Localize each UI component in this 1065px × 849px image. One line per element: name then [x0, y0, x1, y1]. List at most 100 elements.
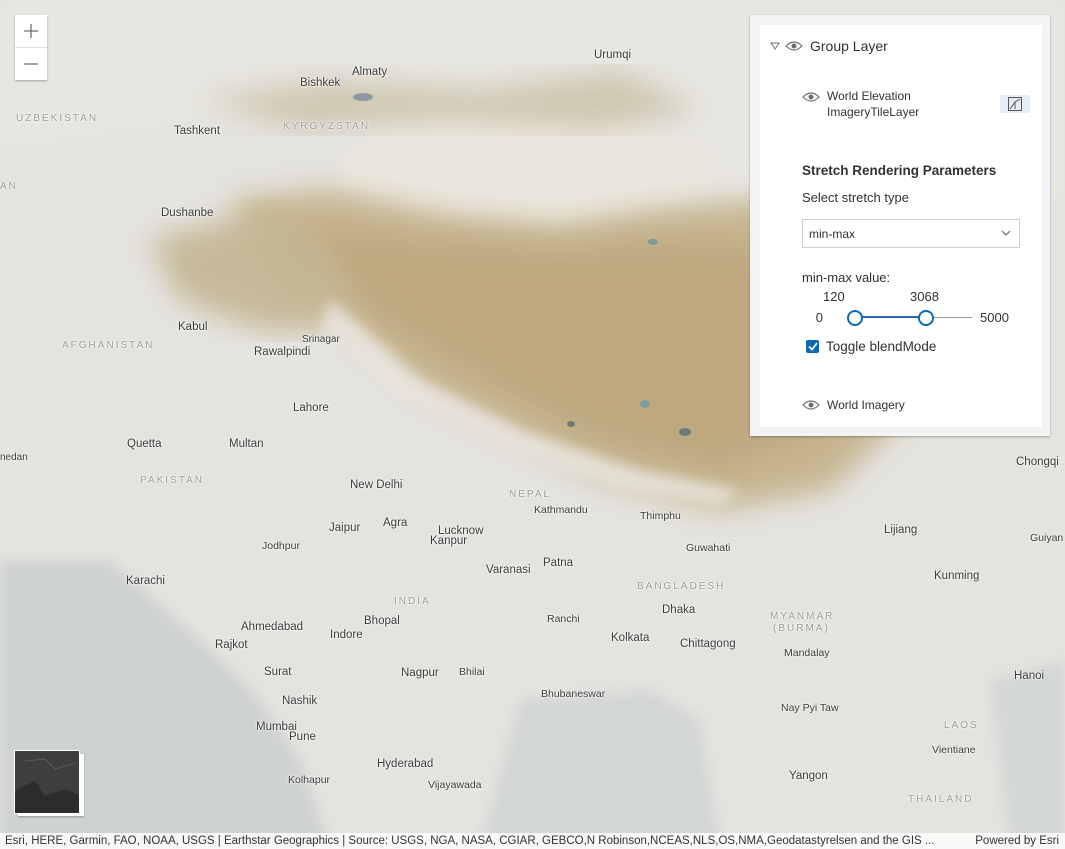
city-label: Chittagong	[680, 638, 736, 650]
eye-icon[interactable]	[785, 40, 803, 52]
city-label: Mumbai	[256, 721, 297, 733]
blendmode-checkbox[interactable]	[806, 340, 819, 353]
city-label: Pune	[289, 731, 316, 743]
zoom-control	[15, 15, 47, 80]
city-label: Urumqi	[594, 49, 632, 61]
plus-icon	[24, 24, 38, 38]
city-label: Patna	[543, 557, 574, 569]
stretch-type-select[interactable]: min-max	[802, 219, 1020, 248]
city-label: New Delhi	[350, 479, 403, 491]
city-label: Multan	[229, 438, 264, 450]
city-label: Mandalay	[784, 647, 830, 659]
slider-low-thumb[interactable]	[846, 310, 863, 326]
city-label: Hanoi	[1014, 670, 1045, 682]
city-label: Dushanbe	[161, 207, 214, 219]
city-label: Bishkek	[300, 77, 341, 89]
city-label: Tashkent	[174, 125, 221, 137]
city-label: Vientiane	[932, 744, 976, 756]
group-layer-title: Group Layer	[810, 38, 888, 54]
city-label: Jodhpur	[262, 540, 300, 552]
country-label-kazakhstan-partial: AN	[0, 181, 18, 192]
slider-high-thumb[interactable]	[917, 310, 934, 326]
city-label: Kolhapur	[288, 774, 331, 786]
slider-range	[854, 316, 926, 318]
city-label: Nay Pyi Taw	[781, 702, 839, 714]
country-label-nepal: NEPAL	[509, 489, 552, 500]
chevron-down-icon	[1001, 230, 1011, 236]
city-label: Guwahati	[686, 542, 731, 554]
powered-by-esri[interactable]: Powered by Esri	[975, 835, 1059, 847]
city-label: Jaipur	[329, 522, 361, 534]
city-label: Bhilai	[459, 666, 485, 678]
slider-low-value: 120	[823, 289, 845, 304]
city-label: Almaty	[352, 66, 388, 78]
city-label: Indore	[330, 629, 363, 641]
layer-list-panel: Group Layer World Elevation ImageryTileL…	[760, 25, 1042, 427]
slider-high-value: 3068	[910, 289, 939, 304]
country-label-bangladesh: BANGLADESH	[637, 581, 726, 592]
country-label-thailand: THAILAND	[908, 794, 974, 805]
city-label: Vijayawada	[428, 779, 482, 791]
country-label-burma: (BURMA)	[773, 623, 830, 634]
city-label: Guiyan	[1030, 532, 1064, 544]
layer-legend-button[interactable]	[1000, 95, 1030, 113]
country-label-laos: LAOS	[944, 720, 979, 731]
slider-max-label: 5000	[980, 310, 1009, 325]
country-label-kyrgyzstan: KYRGYZSTAN	[283, 121, 371, 132]
city-label: Chongqi	[1016, 456, 1059, 468]
blendmode-toggle-row: Toggle blendMode	[806, 339, 936, 354]
group-layer-row: Group Layer	[770, 38, 888, 54]
attribution-source[interactable]: Esri, HERE, Garmin, FAO, NOAA, USGS | Ea…	[5, 835, 935, 847]
city-label: Kunming	[934, 570, 980, 582]
legend-icon	[1008, 97, 1022, 111]
minmax-value-label: min-max value:	[802, 270, 891, 285]
city-label: Nagpur	[401, 667, 439, 679]
stretch-type-label: Select stretch type	[802, 190, 909, 205]
country-label-uzbekistan: UZBEKISTAN	[16, 113, 99, 124]
city-label: Bhopal	[364, 615, 400, 627]
city-label: Nashik	[282, 695, 318, 707]
blendmode-label: Toggle blendMode	[826, 339, 937, 354]
minmax-slider: 120 3068 0 5000	[802, 289, 1022, 329]
city-label: Dhaka	[662, 604, 696, 616]
city-label: Ranchi	[547, 613, 580, 625]
city-label: Kanpur	[430, 535, 468, 547]
city-label: Varanasi	[486, 564, 531, 576]
imagery-layer-row: World Imagery	[802, 398, 905, 412]
country-label-afghanistan: AFGHANISTAN	[62, 340, 155, 351]
city-label: Kabul	[178, 321, 208, 333]
city-label: Surat	[264, 666, 292, 678]
city-label: Lijiang	[884, 524, 918, 536]
basemap-thumbnail	[14, 750, 80, 814]
basemap-toggle[interactable]	[14, 750, 84, 816]
slider-min-label: 0	[815, 310, 823, 325]
city-label: Yangon	[789, 770, 828, 782]
eye-icon[interactable]	[802, 399, 820, 411]
stretch-type-value: min-max	[809, 226, 856, 241]
stretch-params-title: Stretch Rendering Parameters	[802, 163, 997, 178]
city-label: Kolkata	[611, 632, 650, 644]
city-label: Srinagar	[302, 334, 340, 345]
zoom-out-button[interactable]	[15, 47, 47, 80]
country-label-pakistan: PAKISTAN	[140, 475, 204, 486]
city-label: Karachi	[126, 575, 165, 587]
city-label: nedan	[0, 452, 28, 463]
city-label: Ahmedabad	[241, 621, 304, 633]
city-label: Kathmandu	[534, 504, 588, 516]
caret-down-icon[interactable]	[770, 41, 780, 51]
zoom-in-button[interactable]	[15, 15, 47, 47]
eye-icon[interactable]	[802, 91, 820, 103]
city-label: Thimphu	[640, 510, 681, 522]
city-label: Agra	[383, 517, 408, 529]
attribution-bar[interactable]: Esri, HERE, Garmin, FAO, NOAA, USGS | Ea…	[0, 833, 1065, 849]
elevation-layer-row: World Elevation ImageryTileLayer	[802, 88, 919, 120]
city-label: Lahore	[293, 402, 329, 414]
elevation-layer-type: ImageryTileLayer	[827, 105, 920, 119]
city-label: Lucknow	[438, 525, 484, 537]
city-label: Rawalpindi	[254, 346, 311, 358]
layer-list-widget: Group Layer World Elevation ImageryTileL…	[750, 15, 1050, 436]
city-label: Bhubaneswar	[541, 688, 606, 700]
checkmark-icon	[807, 342, 818, 351]
imagery-layer-title: World Imagery	[827, 398, 905, 412]
country-label-india: INDIA	[394, 596, 431, 607]
